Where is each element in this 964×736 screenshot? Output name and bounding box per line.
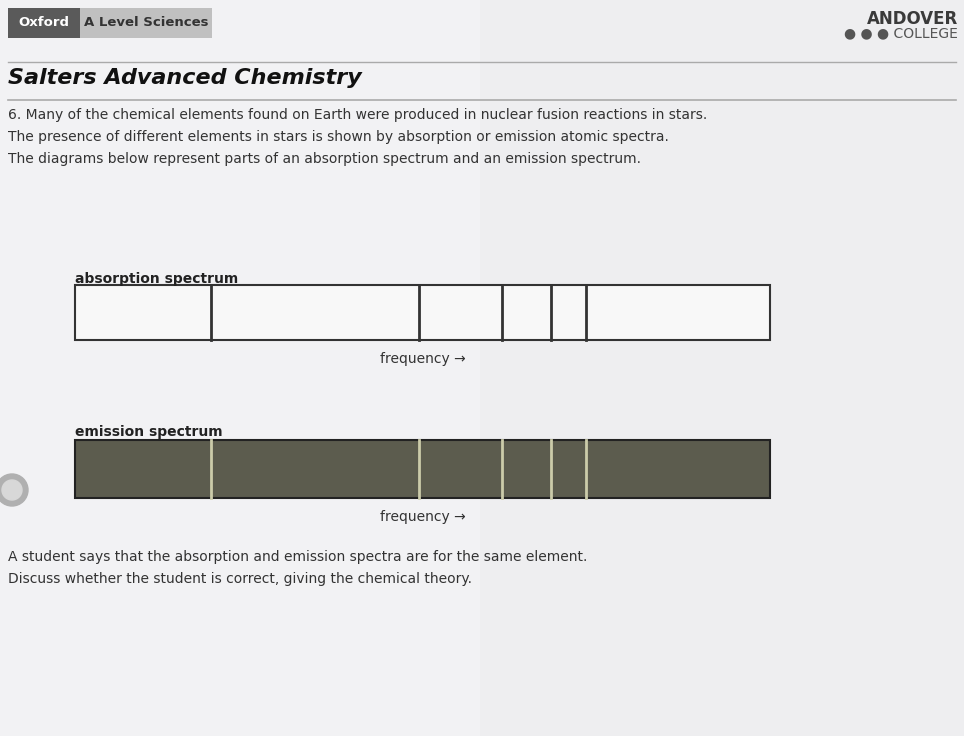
Text: Salters Advanced Chemistry: Salters Advanced Chemistry	[8, 68, 362, 88]
Text: A student says that the absorption and emission spectra are for the same element: A student says that the absorption and e…	[8, 550, 587, 564]
Circle shape	[0, 474, 28, 506]
Text: frequency →: frequency →	[380, 352, 466, 366]
Bar	[75, 440, 770, 498]
Circle shape	[2, 480, 22, 500]
Text: frequency →: frequency →	[380, 510, 466, 524]
Text: ● ● ● COLLEGE: ● ● ● COLLEGE	[844, 26, 958, 40]
Text: 6. Many of the chemical elements found on Earth were produced in nuclear fusion : 6. Many of the chemical elements found o…	[8, 108, 708, 122]
Text: Oxford: Oxford	[18, 16, 69, 29]
Text: The diagrams below represent parts of an absorption spectrum and an emission spe: The diagrams below represent parts of an…	[8, 152, 641, 166]
Bar	[75, 285, 770, 340]
Bar	[8, 8, 80, 38]
Bar	[80, 8, 212, 38]
Text: ANDOVER: ANDOVER	[867, 10, 958, 28]
Text: emission spectrum: emission spectrum	[75, 425, 223, 439]
Text: The presence of different elements in stars is shown by absorption or emission a: The presence of different elements in st…	[8, 130, 669, 144]
Text: A Level Sciences: A Level Sciences	[84, 16, 208, 29]
Bar	[480, 0, 964, 736]
Text: Discuss whether the student is correct, giving the chemical theory.: Discuss whether the student is correct, …	[8, 572, 472, 586]
Text: absorption spectrum: absorption spectrum	[75, 272, 238, 286]
